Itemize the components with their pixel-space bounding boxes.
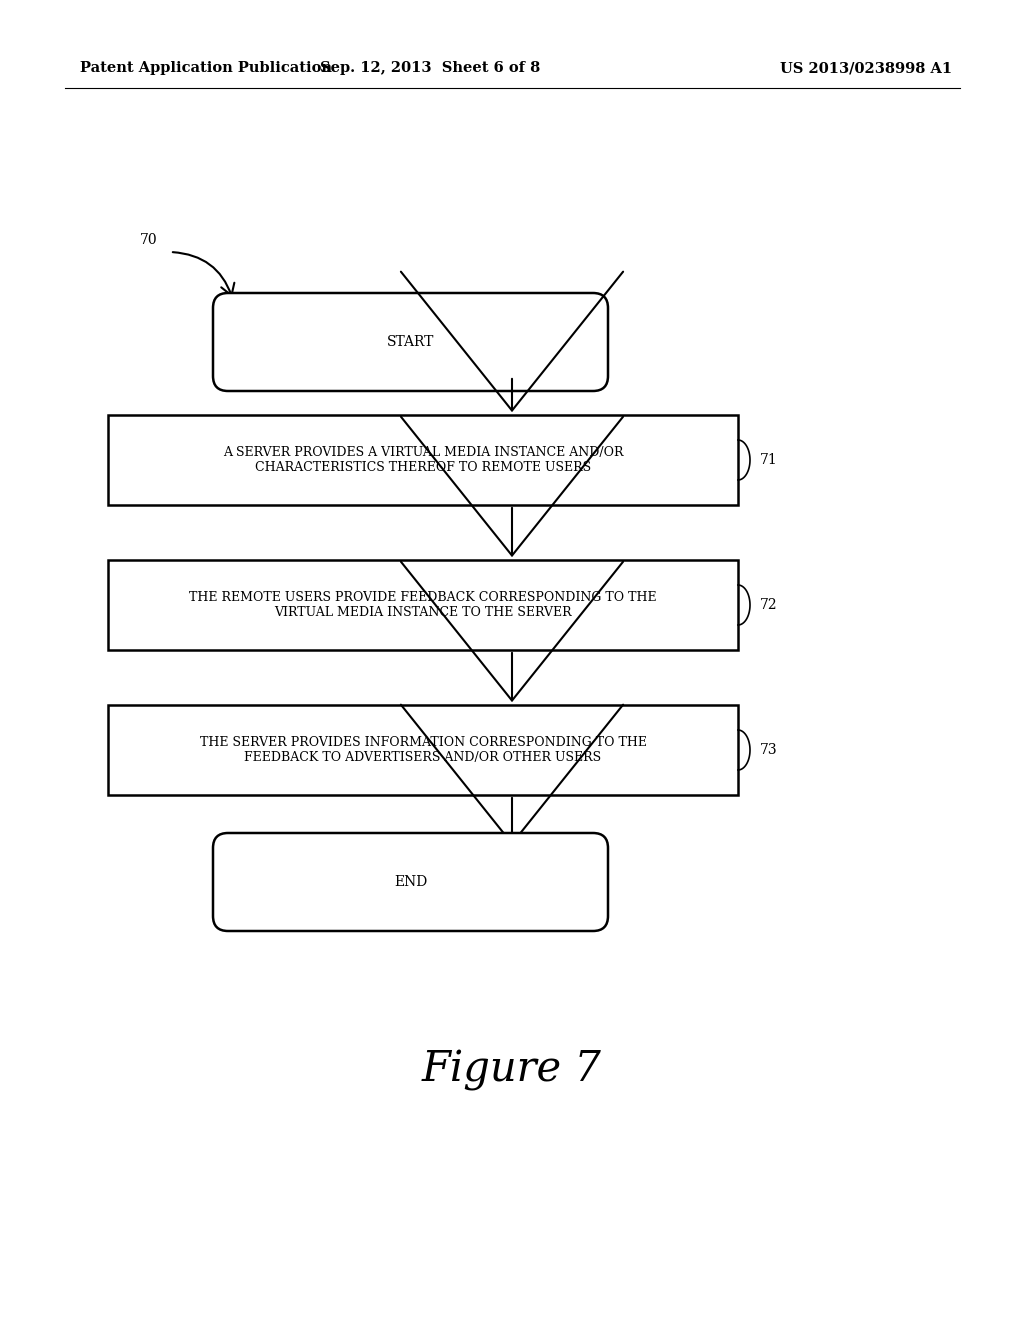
Text: THE REMOTE USERS PROVIDE FEEDBACK CORRESPONDING TO THE
VIRTUAL MEDIA INSTANCE TO: THE REMOTE USERS PROVIDE FEEDBACK CORRES…	[189, 591, 656, 619]
Text: Figure 7: Figure 7	[422, 1049, 602, 1092]
Bar	[108, 560, 738, 649]
Bar	[108, 414, 738, 506]
Text: Patent Application Publication: Patent Application Publication	[80, 61, 332, 75]
Text: A SERVER PROVIDES A VIRTUAL MEDIA INSTANCE AND/OR
CHARACTERISTICS THEREOF TO REM: A SERVER PROVIDES A VIRTUAL MEDIA INSTAN…	[223, 446, 624, 474]
Text: END: END	[394, 875, 427, 888]
FancyArrowPatch shape	[173, 252, 234, 296]
Text: 73: 73	[760, 743, 777, 756]
Text: US 2013/0238998 A1: US 2013/0238998 A1	[780, 61, 952, 75]
Text: 70: 70	[140, 234, 158, 247]
Text: START: START	[387, 335, 434, 348]
Text: THE SERVER PROVIDES INFORMATION CORRESPONDING TO THE
FEEDBACK TO ADVERTISERS AND: THE SERVER PROVIDES INFORMATION CORRESPO…	[200, 737, 646, 764]
Text: 71: 71	[760, 453, 778, 467]
Text: Sep. 12, 2013  Sheet 6 of 8: Sep. 12, 2013 Sheet 6 of 8	[319, 61, 540, 75]
FancyBboxPatch shape	[213, 833, 608, 931]
Bar	[108, 705, 738, 795]
FancyBboxPatch shape	[213, 293, 608, 391]
Text: 72: 72	[760, 598, 777, 612]
